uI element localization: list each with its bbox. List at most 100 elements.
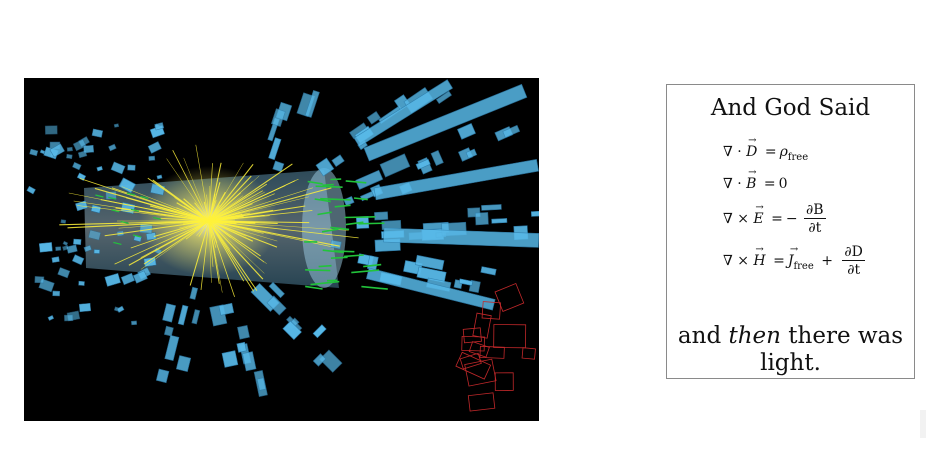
endcap-block <box>64 314 74 322</box>
muon-tower <box>472 312 492 339</box>
green-track <box>120 220 129 224</box>
equation-ampere: ∇ × H =Jfree + ∂D ∂t <box>723 245 867 277</box>
closing-emphasis: then <box>728 323 781 349</box>
calorimeter-block <box>414 254 445 271</box>
endcap-block <box>66 153 73 160</box>
calorimeter-block <box>236 341 247 353</box>
calorimeter-block <box>474 212 489 226</box>
particle-track <box>100 199 210 222</box>
particle-track <box>152 179 210 222</box>
particle-track <box>208 220 265 274</box>
calorimeter-block <box>502 124 521 138</box>
endcap-block <box>47 315 55 321</box>
particle-track <box>208 220 235 298</box>
endcap-block <box>51 256 60 263</box>
particle-track <box>130 220 210 249</box>
closing-text-end: there was light. <box>760 323 904 377</box>
green-track <box>113 241 122 245</box>
particle-track <box>208 175 252 222</box>
particle-track <box>208 220 264 280</box>
muon-tower <box>494 372 514 391</box>
particle-track <box>183 157 210 222</box>
equation-subscript: free <box>787 151 809 163</box>
particle-track <box>208 206 240 222</box>
endcap-block <box>71 254 85 266</box>
particle-track <box>153 220 210 237</box>
calorimeter-block <box>268 137 282 161</box>
particle-track <box>189 220 210 286</box>
particle-track <box>118 220 210 229</box>
fraction-numerator: ∂D <box>842 244 865 261</box>
green-track <box>333 250 355 253</box>
muon-tower <box>464 358 497 387</box>
particle-track <box>115 207 210 222</box>
equation-fraction: ∂B ∂t <box>804 203 826 235</box>
particle-track <box>208 220 254 292</box>
green-track <box>321 228 339 233</box>
calorimeter-block <box>366 111 382 125</box>
equation-field: B <box>746 168 757 191</box>
endcap-block <box>29 148 39 157</box>
particle-track <box>208 220 278 248</box>
particle-track <box>104 220 210 237</box>
muon-tower <box>493 324 527 349</box>
particle-track <box>208 209 274 222</box>
endcap-block <box>78 302 92 313</box>
endcap-block <box>49 143 65 158</box>
muon-tower <box>461 335 485 352</box>
endcap-block <box>131 320 137 326</box>
particle-track <box>174 220 210 241</box>
calorimeter-block <box>177 304 189 326</box>
endcap-block <box>132 270 148 284</box>
particle-track <box>174 197 210 222</box>
particle-track <box>121 186 210 222</box>
particle-track <box>208 220 245 282</box>
quote-title: And God Said <box>710 95 871 121</box>
particle-track <box>67 220 210 229</box>
green-track <box>330 256 348 259</box>
particle-track <box>208 162 244 222</box>
green-track <box>320 197 351 201</box>
equation-rhs: 0 <box>778 176 788 192</box>
calorimeter-block <box>175 355 192 373</box>
particle-track <box>140 220 210 270</box>
particle-track <box>143 220 210 265</box>
muon-tower <box>467 392 496 412</box>
muon-tower <box>468 341 490 358</box>
endcap-block <box>38 242 53 253</box>
fraction-denominator: ∂t <box>808 220 822 236</box>
endcap-block <box>113 123 120 128</box>
endcap-block <box>96 165 103 172</box>
green-track <box>345 180 367 184</box>
equation-field: E <box>753 203 764 226</box>
endcap-block <box>26 185 36 195</box>
endcap-block <box>139 223 153 234</box>
calorimeter-block <box>164 334 180 362</box>
particle-track <box>208 192 241 222</box>
endcap-block <box>62 244 69 251</box>
particle-track <box>200 220 210 290</box>
particle-track <box>208 163 254 222</box>
green-track <box>130 208 140 212</box>
endcap-block <box>55 246 62 251</box>
green-track <box>310 280 340 286</box>
muon-tower <box>479 345 505 359</box>
calorimeter-block <box>465 148 478 159</box>
muon-tower <box>455 351 492 380</box>
equation-gauss-d: ∇ · D =ρfree <box>723 136 809 163</box>
closing-text-start: and <box>677 323 729 349</box>
green-track <box>305 285 323 290</box>
particle-track <box>208 220 257 231</box>
particle-track <box>208 220 265 263</box>
edge-divider <box>920 410 926 438</box>
calorimeter-block <box>256 377 267 391</box>
calorimeter-block <box>355 169 384 190</box>
green-track <box>345 221 364 226</box>
endcap-block <box>60 219 67 224</box>
endcap-block <box>76 172 87 181</box>
endcap-block <box>108 143 117 152</box>
endcap-block <box>154 122 165 131</box>
calorimeter-block <box>237 325 250 340</box>
particle-track <box>208 162 222 222</box>
particle-track <box>208 220 254 242</box>
